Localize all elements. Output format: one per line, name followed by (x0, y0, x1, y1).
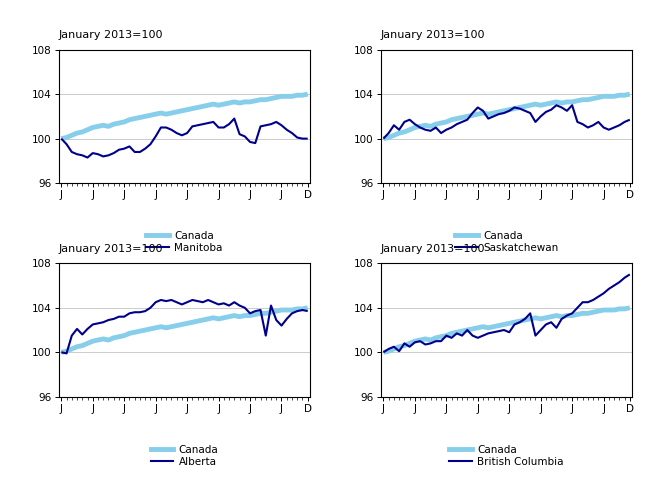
Text: January 2013=100: January 2013=100 (381, 244, 485, 254)
Text: January 2013=100: January 2013=100 (59, 30, 163, 40)
Legend: Canada, British Columbia: Canada, British Columbia (449, 445, 564, 467)
Legend: Canada, Saskatchewan: Canada, Saskatchewan (455, 231, 558, 253)
Legend: Canada, Manitoba: Canada, Manitoba (146, 231, 223, 253)
Text: January 2013=100: January 2013=100 (59, 244, 163, 254)
Text: January 2013=100: January 2013=100 (381, 30, 485, 40)
Legend: Canada, Alberta: Canada, Alberta (151, 445, 218, 467)
